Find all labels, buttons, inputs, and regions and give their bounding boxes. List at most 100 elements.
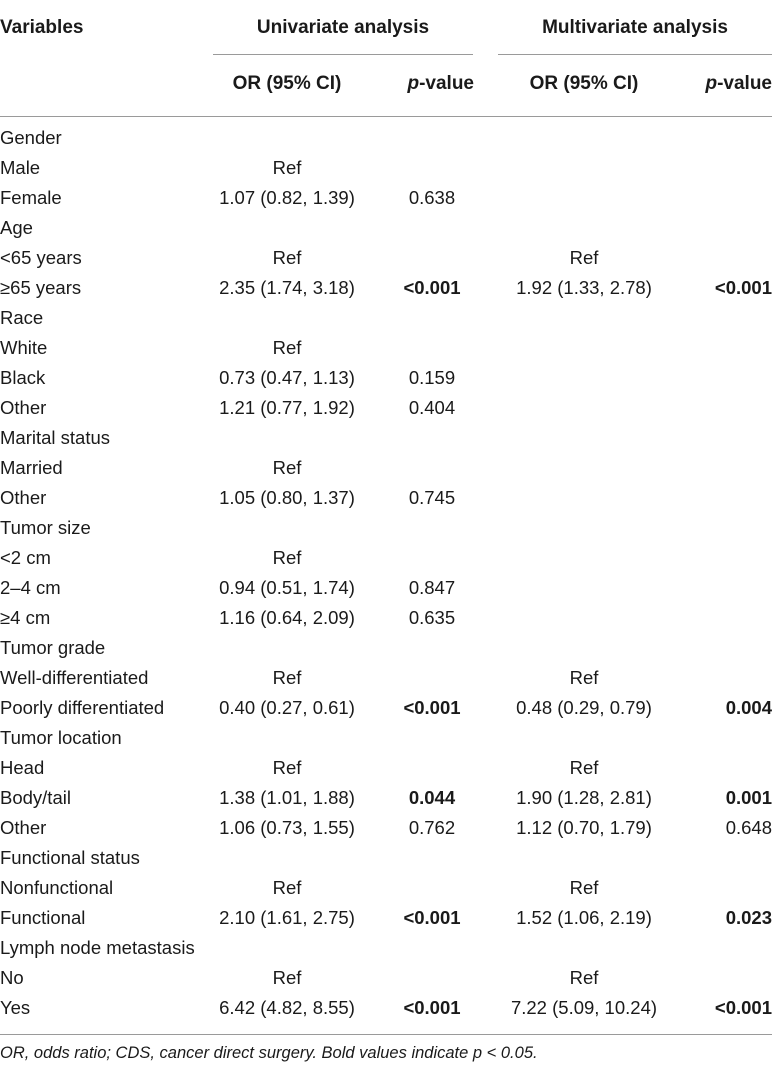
table-row: <2 cm Ref	[0, 543, 772, 573]
table-row: Other 1.06 (0.73, 1.55) 0.762 1.12 (0.70, 1…	[0, 813, 772, 843]
multivariate-or-cell: 1.90 (1.28, 2.81)	[516, 787, 652, 808]
variable-label: Tumor size	[0, 517, 91, 538]
variable-label: 2–4 cm	[0, 577, 61, 598]
column-header-multivariate: Multivariate analysis	[542, 17, 728, 38]
table-row: Functional 2.10 (1.61, 2.75) <0.001 1.52 (1…	[0, 903, 772, 933]
table-row: Race	[0, 303, 772, 333]
variable-label: ≥4 cm	[0, 607, 51, 628]
multivariate-p-header: p-value	[705, 73, 772, 94]
table-row: No Ref Ref	[0, 963, 772, 993]
univariate-p-cell: 0.762	[408, 817, 456, 838]
univariate-or-cell: Ref	[272, 967, 302, 988]
table-row: Functional status	[0, 843, 772, 873]
univariate-or-cell: Ref	[272, 247, 302, 268]
variable-label: Other	[0, 817, 47, 838]
variable-label: <65 years	[0, 247, 82, 268]
table-row: White Ref	[0, 333, 772, 363]
univariate-or-cell: Ref	[272, 337, 302, 358]
univariate-or-cell: 0.73 (0.47, 1.13)	[219, 367, 355, 388]
table-row: Married Ref	[0, 453, 772, 483]
variable-label: Yes	[0, 997, 31, 1018]
table-row: Body/tail 1.38 (1.01, 1.88) 0.044 1.90 (1.2…	[0, 783, 772, 813]
variable-label: Gender	[0, 127, 62, 148]
table-row: Female 1.07 (0.82, 1.39) 0.638	[0, 183, 772, 213]
multivariate-or-cell: Ref	[569, 667, 599, 688]
table-row: Tumor location	[0, 723, 772, 753]
univariate-or-cell: 0.94 (0.51, 1.74)	[219, 577, 355, 598]
multivariate-p-cell: <0.001	[714, 997, 772, 1018]
univariate-or-cell: 6.42 (4.82, 8.55)	[219, 997, 355, 1018]
table-row: Other 1.05 (0.80, 1.37) 0.745	[0, 483, 772, 513]
univariate-or-cell: Ref	[272, 547, 302, 568]
table-row: Age	[0, 213, 772, 243]
variable-label: Body/tail	[0, 787, 71, 808]
univariate-p-cell: <0.001	[403, 277, 461, 298]
table-row: Tumor grade	[0, 633, 772, 663]
table-row: Tumor size	[0, 513, 772, 543]
multivariate-group-rule	[498, 54, 772, 55]
table-row: Black 0.73 (0.47, 1.13) 0.159	[0, 363, 772, 393]
multivariate-or-cell: Ref	[569, 757, 599, 778]
variable-label: Functional status	[0, 847, 140, 868]
univariate-or-cell: Ref	[272, 877, 302, 898]
variable-label: Female	[0, 187, 62, 208]
variable-label: Functional	[0, 907, 86, 928]
univariate-or-cell: 1.06 (0.73, 1.55)	[219, 817, 355, 838]
variable-label: <2 cm	[0, 547, 51, 568]
multivariate-p-cell: 0.648	[725, 817, 772, 838]
column-header-univariate: Univariate analysis	[256, 17, 430, 38]
univariate-or-cell: 1.16 (0.64, 2.09)	[219, 607, 355, 628]
variable-label: Race	[0, 307, 44, 328]
univariate-or-cell: 1.21 (0.77, 1.92)	[219, 397, 355, 418]
multivariate-p-cell: 0.023	[725, 907, 772, 928]
variable-label: Other	[0, 397, 47, 418]
variable-label: Tumor location	[0, 727, 122, 748]
univariate-p-cell: 0.159	[408, 367, 456, 388]
variable-label: Tumor grade	[0, 637, 106, 658]
univariate-p-cell: 0.044	[408, 787, 456, 808]
table-row: Poorly differentiated 0.40 (0.27, 0.61) <0…	[0, 693, 772, 723]
multivariate-p-cell: 0.001	[725, 787, 772, 808]
multivariate-or-header: OR (95% CI)	[529, 73, 639, 94]
table-row: ≥65 years 2.35 (1.74, 3.18) <0.001 1.92 (1.…	[0, 273, 772, 303]
univariate-p-header: p-value	[407, 73, 474, 94]
univariate-p-cell: 0.745	[408, 487, 456, 508]
multivariate-or-cell: 7.22 (5.09, 10.24)	[510, 997, 658, 1018]
univariate-or-cell: 2.35 (1.74, 3.18)	[219, 277, 355, 298]
table-row: <65 years Ref Ref	[0, 243, 772, 273]
multivariate-or-cell: Ref	[569, 877, 599, 898]
column-header-variables: Variables	[0, 17, 84, 38]
variable-label: ≥65 years	[0, 277, 82, 298]
univariate-p-cell: 0.847	[408, 577, 456, 598]
variable-label: Black	[0, 367, 46, 388]
table-bottom-rule	[0, 1034, 772, 1035]
univariate-or-cell: 1.07 (0.82, 1.39)	[219, 187, 355, 208]
univariate-or-cell: Ref	[272, 757, 302, 778]
univariate-p-cell: 0.635	[408, 607, 456, 628]
variable-label: Male	[0, 157, 41, 178]
table-row: Well-differentiated Ref Ref	[0, 663, 772, 693]
variable-label: Head	[0, 757, 45, 778]
table-row: 2–4 cm 0.94 (0.51, 1.74) 0.847	[0, 573, 772, 603]
multivariate-or-cell: 1.52 (1.06, 2.19)	[516, 907, 652, 928]
multivariate-or-cell: Ref	[569, 247, 599, 268]
table-row: Marital status	[0, 423, 772, 453]
multivariate-p-cell: <0.001	[714, 277, 772, 298]
table-row: Male Ref	[0, 153, 772, 183]
univariate-or-cell: Ref	[272, 157, 302, 178]
univariate-p-cell: 0.638	[408, 187, 456, 208]
table-row: Lymph node metastasis	[0, 933, 772, 963]
univariate-or-cell: 2.10 (1.61, 2.75)	[219, 907, 355, 928]
table-row: Yes 6.42 (4.82, 8.55) <0.001 7.22 (5.09, 10…	[0, 993, 772, 1023]
variable-label: Lymph node metastasis	[0, 937, 195, 958]
table-row: ≥4 cm 1.16 (0.64, 2.09) 0.635	[0, 603, 772, 633]
variable-label: No	[0, 967, 24, 988]
univariate-p-cell: <0.001	[403, 907, 461, 928]
table-row: Other 1.21 (0.77, 1.92) 0.404	[0, 393, 772, 423]
table-footnote: OR, odds ratio; CDS, cancer direct surge…	[0, 1044, 538, 1062]
header-bottom-rule	[0, 116, 772, 117]
variable-label: Other	[0, 487, 47, 508]
variable-label: Nonfunctional	[0, 877, 114, 898]
univariate-or-cell: Ref	[272, 667, 302, 688]
variable-label: Poorly differentiated	[0, 697, 165, 718]
